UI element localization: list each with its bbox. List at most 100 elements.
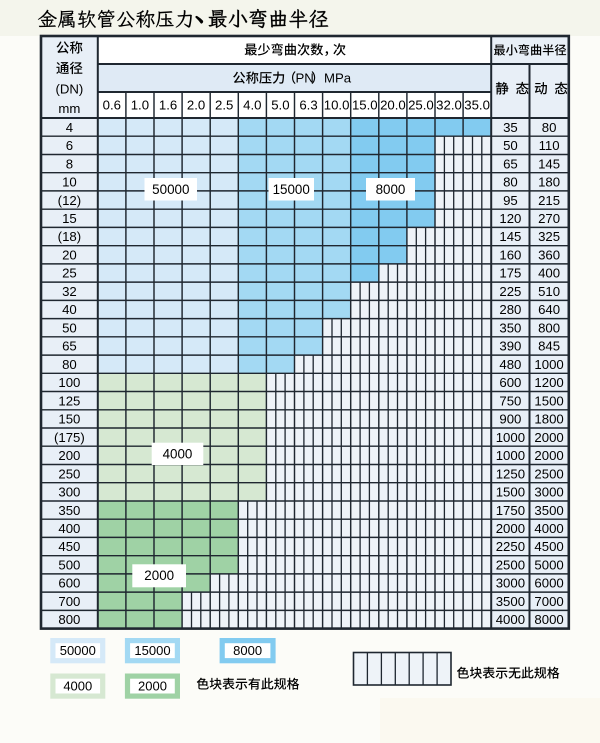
svg-text:360: 360 <box>538 248 560 263</box>
svg-text:390: 390 <box>499 339 521 354</box>
svg-text:15000: 15000 <box>273 182 310 197</box>
svg-text:3000: 3000 <box>496 576 525 591</box>
svg-text:225: 225 <box>499 284 521 299</box>
svg-text:1.6: 1.6 <box>159 98 177 113</box>
svg-text:15000: 15000 <box>134 643 170 658</box>
svg-text:80: 80 <box>62 357 77 372</box>
svg-text:1250: 1250 <box>496 466 525 481</box>
svg-text:2500: 2500 <box>496 558 525 573</box>
svg-text:50000: 50000 <box>60 643 96 658</box>
svg-text:20.0: 20.0 <box>380 98 406 113</box>
svg-text:8000: 8000 <box>534 612 563 627</box>
svg-text:150: 150 <box>58 412 80 427</box>
svg-text:900: 900 <box>499 412 521 427</box>
svg-text:4500: 4500 <box>534 539 563 554</box>
svg-text:15: 15 <box>62 211 77 226</box>
svg-text:8: 8 <box>66 156 73 171</box>
svg-text:4000: 4000 <box>163 446 193 461</box>
svg-text:2000: 2000 <box>534 430 563 445</box>
svg-text:160: 160 <box>499 248 521 263</box>
svg-text:1200: 1200 <box>534 375 563 390</box>
svg-text:120: 120 <box>499 211 521 226</box>
svg-text:(18): (18) <box>58 229 81 244</box>
svg-text:15.0: 15.0 <box>352 98 378 113</box>
svg-text:1800: 1800 <box>534 412 563 427</box>
svg-text:80: 80 <box>542 120 557 135</box>
svg-text:600: 600 <box>499 375 521 390</box>
svg-text:80: 80 <box>503 175 518 190</box>
svg-text:50000: 50000 <box>152 182 189 197</box>
svg-text:1000: 1000 <box>534 357 563 372</box>
svg-text:800: 800 <box>58 612 80 627</box>
svg-text:600: 600 <box>58 576 80 591</box>
svg-text:2.5: 2.5 <box>215 98 233 113</box>
svg-text:350: 350 <box>58 503 80 518</box>
svg-text:110: 110 <box>539 138 560 153</box>
svg-text:350: 350 <box>499 320 521 335</box>
svg-text:3500: 3500 <box>534 503 563 518</box>
svg-text:PN: PN <box>296 71 314 86</box>
svg-text:1.0: 1.0 <box>131 98 149 113</box>
svg-text:280: 280 <box>499 302 521 317</box>
svg-text:100: 100 <box>58 375 80 390</box>
svg-text:125: 125 <box>58 393 80 408</box>
svg-text:MPa: MPa <box>324 71 352 86</box>
svg-text:500: 500 <box>58 558 80 573</box>
svg-text:450: 450 <box>58 539 80 554</box>
svg-text:215: 215 <box>538 193 560 208</box>
svg-text:6000: 6000 <box>534 576 563 591</box>
svg-text:800: 800 <box>538 320 560 335</box>
svg-text:145: 145 <box>499 229 521 244</box>
svg-text:32.0: 32.0 <box>436 98 462 113</box>
svg-text:20: 20 <box>62 248 77 263</box>
svg-text:175: 175 <box>499 266 521 281</box>
svg-text:8000: 8000 <box>233 643 262 658</box>
svg-text:65: 65 <box>62 339 77 354</box>
svg-text:2250: 2250 <box>496 539 525 554</box>
svg-text:200: 200 <box>58 448 80 463</box>
svg-text:2500: 2500 <box>534 466 563 481</box>
svg-text:1500: 1500 <box>534 393 563 408</box>
svg-text:(DN): (DN) <box>55 81 83 96</box>
svg-text:270: 270 <box>538 211 560 226</box>
svg-text:2.0: 2.0 <box>187 98 205 113</box>
svg-text:6: 6 <box>66 138 73 153</box>
svg-text:1500: 1500 <box>496 485 525 500</box>
svg-text:300: 300 <box>58 485 80 500</box>
svg-text:0.6: 0.6 <box>103 98 121 113</box>
svg-text:40: 40 <box>62 302 77 317</box>
svg-text:6.3: 6.3 <box>299 98 317 113</box>
svg-text:32: 32 <box>62 284 77 299</box>
svg-text:95: 95 <box>503 193 518 208</box>
svg-text:250: 250 <box>58 466 80 481</box>
svg-text:50: 50 <box>62 320 77 335</box>
svg-text:180: 180 <box>538 175 560 190</box>
svg-text:4000: 4000 <box>63 679 92 694</box>
svg-text:4000: 4000 <box>496 612 525 627</box>
svg-text:640: 640 <box>538 302 560 317</box>
svg-text:mm: mm <box>58 101 80 116</box>
svg-text:5.0: 5.0 <box>271 98 289 113</box>
svg-text:3500: 3500 <box>496 594 525 609</box>
svg-text:2000: 2000 <box>496 521 525 536</box>
svg-text:400: 400 <box>538 266 560 281</box>
svg-text:2000: 2000 <box>534 448 563 463</box>
svg-text:35: 35 <box>503 120 518 135</box>
svg-text:(12): (12) <box>58 193 81 208</box>
svg-text:(175): (175) <box>54 430 85 445</box>
svg-text:10.0: 10.0 <box>324 98 350 113</box>
svg-text:845: 845 <box>538 339 560 354</box>
svg-text:3000: 3000 <box>534 485 563 500</box>
svg-text:145: 145 <box>538 156 560 171</box>
svg-text:65: 65 <box>503 156 518 171</box>
svg-text:4.0: 4.0 <box>243 98 261 113</box>
svg-text:50: 50 <box>503 138 518 153</box>
svg-text:25.0: 25.0 <box>408 98 434 113</box>
svg-text:4000: 4000 <box>534 521 563 536</box>
svg-text:1750: 1750 <box>496 503 525 518</box>
svg-text:700: 700 <box>58 594 80 609</box>
svg-text:2000: 2000 <box>138 679 167 694</box>
svg-text:4: 4 <box>66 120 73 135</box>
svg-text:1000: 1000 <box>496 430 525 445</box>
svg-text:35.0: 35.0 <box>464 98 490 113</box>
